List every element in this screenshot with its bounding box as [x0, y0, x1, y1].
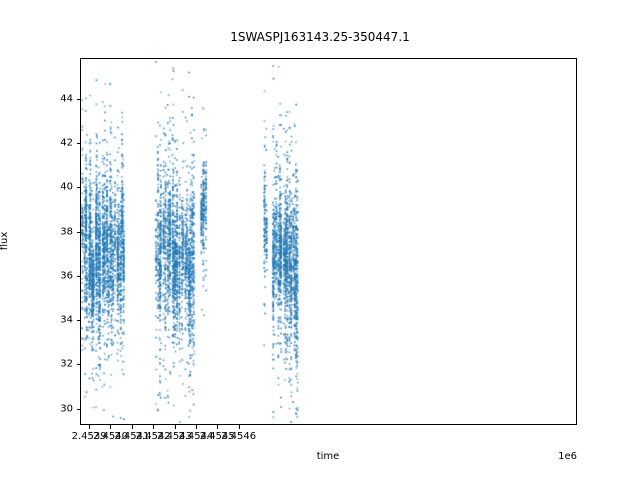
- x-tick-mark: [110, 425, 112, 429]
- y-tick-mark: [76, 98, 80, 100]
- plot-axes-area: [80, 58, 577, 425]
- y-tick-mark: [76, 364, 80, 366]
- y-tick-label: 30: [60, 403, 73, 414]
- x-tick-label: 2.4541: [114, 431, 150, 442]
- y-axis-label: flux: [0, 231, 10, 251]
- y-tick-mark: [76, 408, 80, 410]
- y-tick-label: 42: [60, 137, 73, 149]
- x-tick-label: 2.4542: [135, 431, 171, 442]
- x-tick-label: 2.4543: [157, 431, 193, 442]
- y-tick-mark: [76, 143, 80, 145]
- x-tick-label: 2.4540: [92, 431, 128, 442]
- x-tick-mark: [131, 425, 133, 429]
- x-tick-label: 2.4539: [71, 431, 107, 442]
- y-tick-label: 36: [60, 270, 73, 282]
- x-tick-mark: [238, 425, 240, 429]
- page-title: 1SWASPJ163143.25-350447.1: [230, 30, 410, 44]
- x-tick-mark: [195, 425, 197, 429]
- scatter-plot-canvas: [81, 59, 576, 424]
- x-tick-mark: [89, 425, 91, 429]
- y-tick-label: 44: [60, 93, 73, 105]
- x-tick-mark: [153, 425, 155, 429]
- y-tick-mark: [76, 275, 80, 277]
- x-axis-label: time: [316, 451, 340, 462]
- x-tick-label: 2.4546: [221, 431, 257, 442]
- x-tick-mark: [217, 425, 219, 429]
- x-axis-offset-label: 1e6: [558, 451, 577, 462]
- x-tick-label: 2.4545: [199, 431, 235, 442]
- x-tick-mark: [174, 425, 176, 429]
- y-tick-mark: [76, 187, 80, 189]
- y-tick-label: 34: [60, 314, 73, 326]
- y-tick-label: 32: [60, 358, 73, 370]
- x-tick-label: 2.4544: [178, 431, 214, 442]
- y-tick-mark: [76, 231, 80, 233]
- y-tick-label: 40: [60, 181, 73, 193]
- y-tick-label: 38: [60, 226, 73, 238]
- y-tick-mark: [76, 320, 80, 322]
